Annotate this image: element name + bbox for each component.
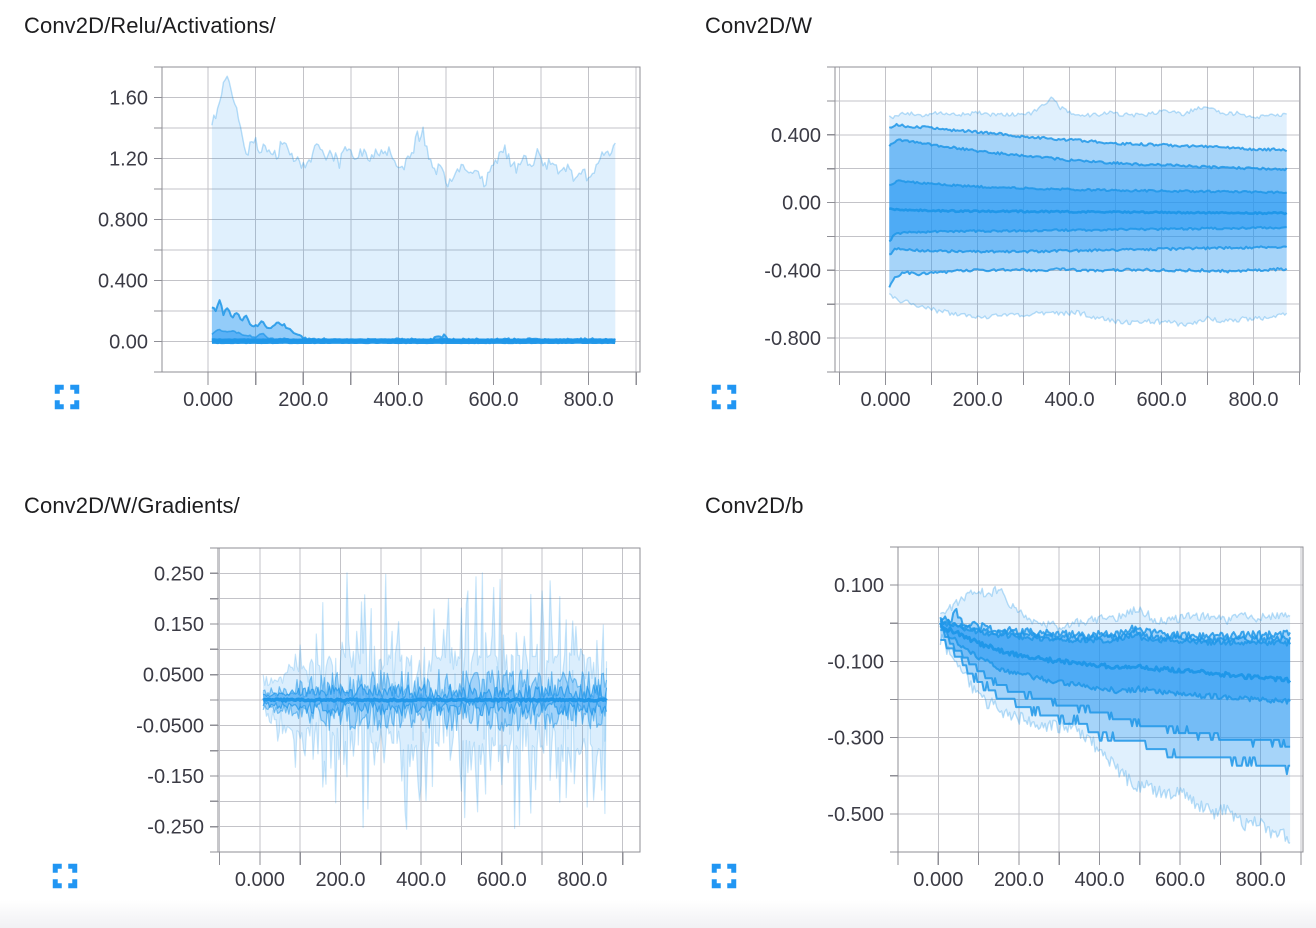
page-bottom-strip: [0, 900, 1316, 928]
svg-text:0.250: 0.250: [154, 563, 204, 585]
percentile-bands: [939, 585, 1292, 844]
fullscreen-icon: [52, 863, 78, 889]
svg-text:800.0: 800.0: [564, 389, 614, 411]
svg-text:0.000: 0.000: [861, 389, 911, 411]
svg-text:0.400: 0.400: [98, 271, 148, 293]
svg-text:0.100: 0.100: [834, 575, 884, 597]
svg-text:-0.100: -0.100: [827, 651, 884, 673]
panel-conv2d-w-gradients: Conv2D/W/Gradients/ 0.000 200.0 400.0 600.0…: [0, 464, 658, 928]
distribution-chart: 0.000 200.0 400.0 600.0 800.0 0.00 0.400 0.800 1…: [98, 66, 641, 412]
svg-text:400.0: 400.0: [1074, 869, 1124, 891]
percentile-bands: [262, 572, 608, 830]
svg-text:-0.400: -0.400: [764, 260, 821, 282]
grid: [834, 66, 1301, 373]
chart-title: Conv2D/W/Gradients/: [24, 493, 240, 518]
panel-conv2d-b: Conv2D/b 0.000 200.0 400.0 600.0 800.0 0.100 -…: [658, 464, 1316, 928]
fullscreen-icon: [711, 863, 737, 889]
median-line: [889, 207, 1288, 216]
svg-text:0.000: 0.000: [183, 389, 233, 411]
panel-conv2d-relu-activations: Conv2D/Relu/Activations/ 0.000 200.0 400.0…: [0, 0, 658, 464]
svg-text:1.20: 1.20: [109, 149, 148, 171]
svg-text:-0.500: -0.500: [827, 804, 884, 826]
svg-text:0.400: 0.400: [771, 125, 821, 147]
distribution-chart: 0.000 200.0 400.0 600.0 800.0 0.100 -0.100 -0.3…: [827, 546, 1304, 891]
fullscreen-icon: [711, 384, 737, 410]
svg-text:0.150: 0.150: [154, 614, 204, 636]
svg-text:0.00: 0.00: [782, 193, 821, 215]
svg-text:1.60: 1.60: [109, 88, 148, 110]
svg-text:200.0: 200.0: [315, 869, 365, 891]
percentile-bands: [888, 96, 1288, 327]
fullscreen-icon: [54, 384, 80, 410]
axis-labels: 0.000 200.0 400.0 600.0 800.0 0.100 -0.100 -0.3…: [827, 575, 1285, 891]
svg-text:800.0: 800.0: [1229, 389, 1279, 411]
svg-text:0.000: 0.000: [913, 869, 963, 891]
svg-text:0.800: 0.800: [98, 210, 148, 232]
grid: [161, 66, 641, 373]
svg-text:-0.250: -0.250: [147, 817, 204, 839]
expand-chart-button[interactable]: [711, 384, 737, 410]
expand-chart-button[interactable]: [52, 863, 78, 889]
expand-chart-button[interactable]: [54, 384, 80, 410]
median-line: [939, 622, 1292, 684]
chart-title: Conv2D/b: [705, 493, 804, 518]
panel-conv2d-w: Conv2D/W 0.000 200.0 400.0 600.0 800.0 0.400 0…: [658, 0, 1316, 464]
expand-chart-button[interactable]: [711, 863, 737, 889]
axis-ticks: [210, 547, 624, 865]
svg-text:0.0500: 0.0500: [143, 665, 204, 687]
chart-title: Conv2D/W: [705, 13, 813, 38]
distribution-chart: 0.000 200.0 400.0 600.0 800.0 0.400 0.00 -0.400…: [764, 66, 1301, 411]
svg-text:-0.300: -0.300: [827, 728, 884, 750]
axis-labels: 0.000 200.0 400.0 600.0 800.0 0.250 0.150 0.050…: [136, 563, 607, 891]
svg-text:600.0: 600.0: [1137, 389, 1187, 411]
percentile-bands: [211, 75, 617, 345]
chart-title: Conv2D/Relu/Activations/: [24, 13, 276, 38]
svg-text:400.0: 400.0: [1045, 389, 1095, 411]
svg-text:600.0: 600.0: [477, 869, 527, 891]
svg-text:200.0: 200.0: [278, 389, 328, 411]
median-line: [262, 697, 608, 703]
svg-text:400.0: 400.0: [396, 869, 446, 891]
axis-ticks: [154, 66, 637, 385]
svg-text:400.0: 400.0: [373, 389, 423, 411]
svg-text:-0.800: -0.800: [764, 328, 821, 350]
axis-labels: 0.000 200.0 400.0 600.0 800.0 0.400 0.00 -0.400…: [764, 125, 1278, 411]
svg-text:800.0: 800.0: [557, 869, 607, 891]
axis-labels: 0.000 200.0 400.0 600.0 800.0 0.00 0.400 0.800 1…: [98, 88, 614, 412]
svg-text:-0.0500: -0.0500: [136, 715, 204, 737]
axis-ticks: [890, 546, 1302, 865]
distribution-chart: 0.000 200.0 400.0 600.0 800.0 0.250 0.150 0.050…: [136, 547, 641, 891]
axis-ticks: [827, 66, 1301, 385]
svg-text:0.00: 0.00: [109, 332, 148, 354]
svg-text:-0.150: -0.150: [147, 766, 204, 788]
svg-text:600.0: 600.0: [1155, 869, 1205, 891]
svg-text:200.0: 200.0: [994, 869, 1044, 891]
svg-text:600.0: 600.0: [468, 389, 518, 411]
svg-text:200.0: 200.0: [953, 389, 1003, 411]
svg-text:0.000: 0.000: [235, 869, 285, 891]
svg-text:800.0: 800.0: [1236, 869, 1286, 891]
